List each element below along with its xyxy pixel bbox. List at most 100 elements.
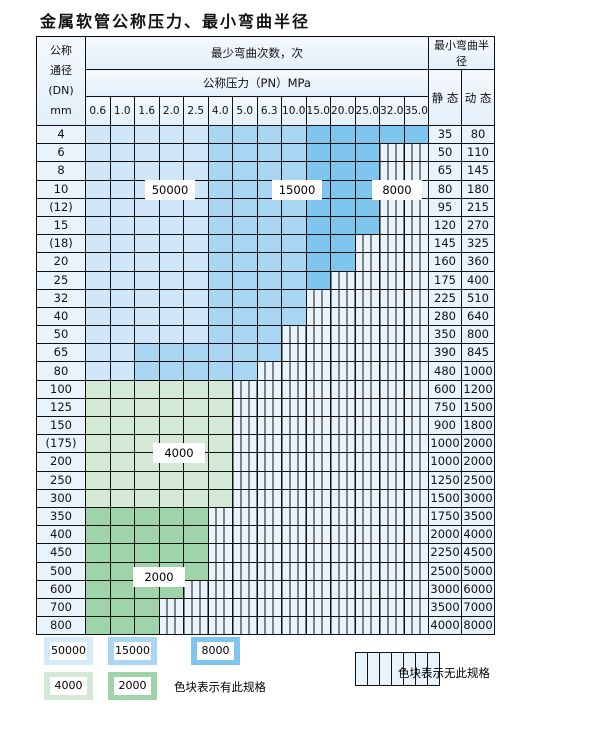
unavailable-cell: [354, 415, 380, 436]
available-cell: [232, 124, 258, 145]
unavailable-cell: [330, 434, 356, 454]
available-cell: [85, 415, 111, 436]
dn-cell: 40: [36, 306, 86, 327]
dn-cell: 8: [36, 161, 86, 181]
unavailable-cell: [403, 288, 430, 308]
available-cell: [85, 343, 111, 363]
available-cell: [256, 270, 282, 290]
unavailable-cell: [281, 488, 307, 508]
unavailable-cell: [183, 579, 209, 599]
unavailable-cell: [330, 506, 356, 527]
legend-15000: 15000: [108, 637, 157, 665]
unavailable-cell: [379, 306, 405, 327]
unavailable-cell: [232, 561, 258, 581]
available-cell: [134, 543, 160, 563]
unavailable-cell: [256, 506, 282, 527]
available-cell: [183, 252, 209, 272]
dn-header: 公称 通径 (DN) mm: [36, 36, 86, 126]
dynamic-radius-cell: 4500: [461, 543, 496, 563]
table-row: 200 1000 2000: [36, 452, 496, 472]
available-cell: [109, 597, 135, 618]
table-row: (18) 145 325: [36, 234, 496, 254]
dynamic-radius-cell: 845: [461, 343, 496, 363]
available-cell: [109, 161, 135, 181]
table-row: 4 35 80: [36, 124, 496, 145]
available-cell: [183, 525, 209, 545]
available-cell: [256, 306, 282, 327]
unavailable-cell: [305, 525, 331, 545]
available-cell: [354, 197, 380, 217]
static-radius-cell: 1000: [428, 452, 463, 472]
available-cell: [158, 161, 184, 181]
available-cell: [158, 143, 184, 163]
static-radius-cell: 95: [428, 197, 463, 217]
dynamic-radius-cell: 325: [461, 234, 496, 254]
legend-2000: 2000: [108, 672, 157, 700]
dynamic-radius-cell: 510: [461, 288, 496, 308]
unavailable-cell: [379, 197, 405, 217]
available-cell: [183, 306, 209, 327]
static-radius-cell: 160: [428, 252, 463, 272]
dn-cell: 200: [36, 452, 86, 472]
unavailable-cell: [305, 397, 331, 418]
dn-cell: 450: [36, 543, 86, 563]
table-row: 125 750 1500: [36, 397, 496, 418]
available-cell: [158, 506, 184, 527]
dn-cell: 10: [36, 179, 86, 199]
unavailable-cell: [403, 161, 430, 181]
unavailable-cell: [379, 361, 405, 381]
table-row: 450 2250 4500: [36, 543, 496, 563]
available-cell: [232, 288, 258, 308]
unavailable-cell: [354, 616, 380, 636]
unavailable-cell: [403, 252, 430, 272]
available-cell: [354, 215, 380, 236]
available-cell: [134, 470, 160, 490]
available-cell: [183, 197, 209, 217]
page-title: 金属软管公称压力、最小弯曲半径: [40, 12, 311, 31]
unavailable-cell: [330, 579, 356, 599]
dynamic-radius-cell: 800: [461, 325, 496, 345]
available-cell: [305, 197, 331, 217]
unavailable-cell: [330, 470, 356, 490]
unavailable-cell: [354, 361, 380, 381]
available-cell: [158, 325, 184, 345]
available-cell: [207, 124, 233, 145]
table-row: 65 390 845: [36, 343, 496, 363]
static-radius-cell: 3000: [428, 579, 463, 599]
static-radius-cell: 1750: [428, 506, 463, 527]
available-cell: [158, 488, 184, 508]
dn-cell: 6: [36, 143, 86, 163]
table-row: 50 350 800: [36, 325, 496, 345]
available-cell: [305, 234, 331, 254]
available-cell: [134, 197, 160, 217]
available-cell: [207, 197, 233, 217]
dynamic-radius-cell: 3000: [461, 488, 496, 508]
static-radius-cell: 175: [428, 270, 463, 290]
unavailable-cell: [379, 470, 405, 490]
unavailable-cell: [232, 579, 258, 599]
unavailable-cell: [207, 597, 233, 618]
available-cell: [207, 343, 233, 363]
available-cell: [109, 325, 135, 345]
available-cell: [85, 452, 111, 472]
available-cell: [158, 415, 184, 436]
pressure-col-header: 32.0: [379, 96, 405, 126]
available-cell: [109, 579, 135, 599]
available-cell: [158, 215, 184, 236]
available-cell: [183, 343, 209, 363]
unavailable-cell: [330, 343, 356, 363]
unavailable-cell: [256, 470, 282, 490]
dn-cell: 4: [36, 124, 86, 145]
available-cell: [281, 306, 307, 327]
unavailable-cell: [379, 343, 405, 363]
available-cell: [85, 234, 111, 254]
available-cell: [207, 252, 233, 272]
legend-unavailable-text: 色块表示无此规格: [398, 666, 490, 680]
dynamic-radius-cell: 400: [461, 270, 496, 290]
unavailable-cell: [281, 506, 307, 527]
cycles-header: 最少弯曲次数，次: [84, 36, 430, 70]
table-row: 10 80 180: [36, 179, 496, 199]
unavailable-cell: [207, 579, 233, 599]
unavailable-cell: [281, 434, 307, 454]
dynamic-radius-cell: 3500: [461, 506, 496, 527]
